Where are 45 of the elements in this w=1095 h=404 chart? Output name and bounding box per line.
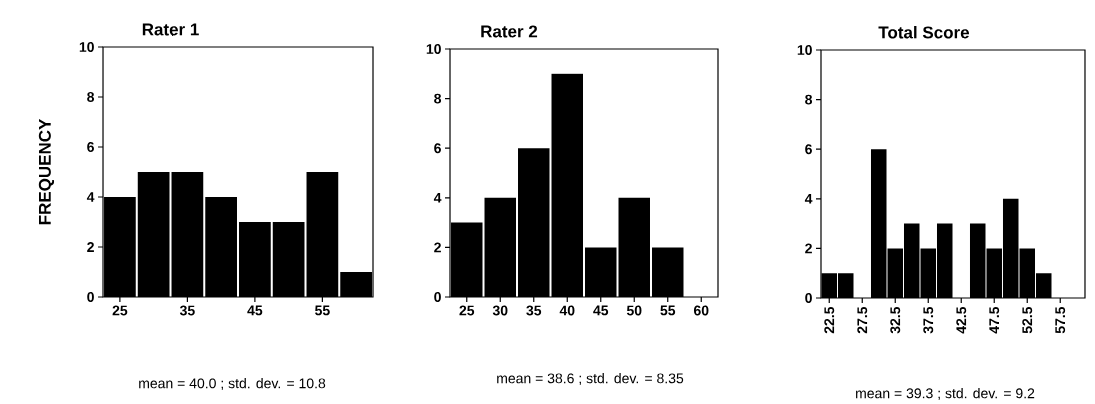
x-tick-label: 27.5 — [857, 306, 868, 334]
y-tick-label: 6 — [805, 144, 812, 155]
x-tick-label: 50 — [626, 305, 642, 316]
y-tick-label: 0 — [805, 293, 812, 303]
x-tick-label: 40 — [559, 305, 575, 316]
y-tick-label: 10 — [79, 42, 94, 52]
x-tick-label: 32.5 — [890, 306, 901, 334]
y-tick-label: 0 — [434, 292, 441, 302]
y-tick-label: 8 — [434, 93, 442, 104]
y-tick-label: 2 — [805, 243, 812, 254]
x-tick-label: 52.5 — [1022, 306, 1033, 334]
chart-title: Total Score — [878, 25, 970, 39]
y-axis-title: FREQUENCY — [38, 118, 55, 225]
y-tick-label: 0 — [87, 292, 94, 302]
x-tick-label: 37.5 — [923, 306, 934, 334]
chart-title: Rater 2 — [481, 25, 538, 38]
y-tick-label: 8 — [805, 94, 813, 105]
x-tick-label: 25 — [112, 305, 128, 316]
x-tick-label: 60 — [693, 305, 709, 316]
x-tick-label: 30 — [492, 305, 508, 316]
y-tick-label: 2 — [87, 242, 94, 252]
text: mean = 40.0 ; std. dev. = 10.8 — [139, 378, 326, 390]
y-tick-label: 6 — [87, 142, 94, 152]
chart-title: Rater 1 — [142, 23, 199, 36]
text: mean = 38.6 ; std. dev. = 8.35 — [497, 373, 684, 385]
text: mean = 39.3 ; std. dev. = 9.2 — [856, 388, 1035, 400]
x-tick-label: 57.5 — [1055, 306, 1066, 334]
x-tick-label: 47.5 — [989, 306, 1000, 334]
x-tick-label: 25 — [459, 305, 475, 316]
x-tick-label: 55 — [315, 305, 330, 316]
x-tick-label: 22.5 — [824, 306, 835, 334]
y-tick-label: 10 — [426, 44, 441, 54]
y-tick-label: 4 — [804, 193, 813, 204]
x-tick-label: 42.5 — [956, 306, 967, 334]
y-tick-label: 4 — [433, 192, 442, 203]
y-tick-label: 2 — [434, 242, 441, 253]
y-tick-label: 10 — [797, 45, 812, 55]
y-tick-label: 8 — [87, 92, 95, 102]
x-tick-label: 35 — [179, 305, 195, 316]
x-tick-label: 45 — [247, 305, 263, 316]
y-tick-label: 4 — [86, 192, 95, 202]
x-tick-label: 45 — [593, 305, 609, 316]
x-tick-label: 35 — [526, 305, 542, 316]
y-tick-label: 6 — [434, 143, 441, 154]
x-tick-label: 55 — [660, 305, 676, 316]
